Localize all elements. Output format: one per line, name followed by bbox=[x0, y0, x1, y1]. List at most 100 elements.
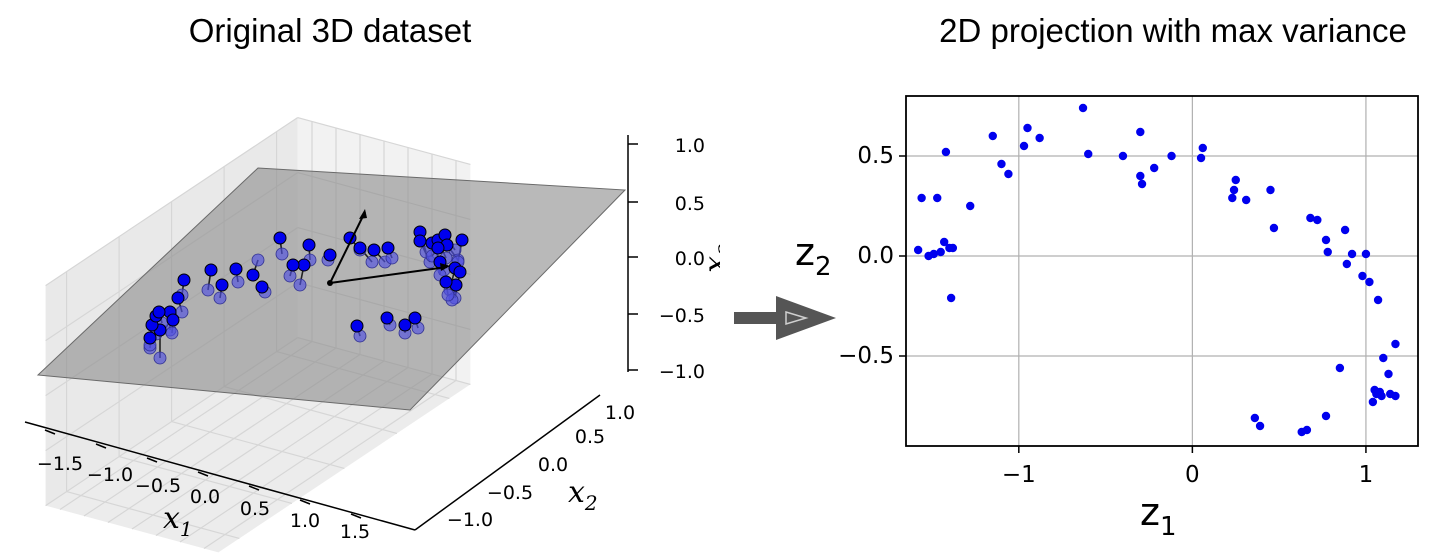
data-point bbox=[1136, 171, 1145, 181]
projected-point bbox=[293, 278, 307, 292]
data-point bbox=[946, 293, 956, 303]
points-3d bbox=[143, 209, 469, 365]
data-point-3d bbox=[302, 238, 316, 252]
svg-text:x3: x3 bbox=[698, 243, 720, 273]
data-point-3d bbox=[177, 273, 191, 287]
data-point bbox=[1391, 391, 1400, 401]
plot-frame bbox=[905, 95, 1419, 447]
z2-axis-label: z2 bbox=[795, 230, 832, 282]
data-point bbox=[939, 237, 949, 247]
x1-tick-label: −1.0 bbox=[87, 464, 133, 486]
data-point-3d bbox=[453, 265, 467, 279]
data-point bbox=[1375, 387, 1385, 397]
projected-point bbox=[213, 291, 227, 305]
data-point bbox=[1379, 353, 1388, 363]
data-point bbox=[1019, 141, 1029, 151]
x1-tick-label: −1.5 bbox=[37, 453, 83, 475]
x1-tick-label: 1.5 bbox=[340, 521, 370, 543]
x2-tick-label: 0.5 bbox=[575, 426, 605, 448]
x3-tick-label: −1.0 bbox=[659, 361, 705, 383]
right-arrow-icon bbox=[734, 296, 836, 340]
grid-line-floor bbox=[118, 456, 293, 504]
data-point bbox=[1136, 127, 1145, 137]
data-point bbox=[929, 249, 938, 259]
x2-tick-label: 0.0 bbox=[538, 454, 568, 476]
component-vector-2 bbox=[329, 211, 366, 284]
x1-tick-label: 0.0 bbox=[190, 486, 220, 508]
x1-axis-label: x1 bbox=[163, 501, 193, 541]
data-point-3d bbox=[413, 234, 427, 248]
projected-point bbox=[283, 269, 297, 283]
chart-2d bbox=[899, 95, 1419, 453]
projected-point bbox=[231, 275, 245, 289]
x2-tick-label: −1.0 bbox=[447, 509, 493, 531]
projected-point bbox=[365, 255, 379, 269]
x1-tick bbox=[299, 499, 311, 505]
data-point-3d bbox=[381, 241, 395, 255]
data-point bbox=[997, 159, 1006, 169]
data-point bbox=[988, 131, 997, 141]
grid-2d bbox=[906, 96, 1418, 446]
projected-point bbox=[275, 247, 289, 261]
data-point bbox=[1306, 213, 1315, 223]
points-2d bbox=[913, 103, 1400, 437]
data-point bbox=[933, 193, 942, 203]
x1-tick bbox=[350, 513, 362, 519]
data-point-3d bbox=[171, 291, 185, 305]
x1-tick bbox=[44, 429, 56, 435]
data-point bbox=[1035, 133, 1044, 143]
origin-point bbox=[327, 280, 333, 286]
data-point bbox=[1231, 175, 1240, 185]
data-point-3d bbox=[439, 275, 453, 289]
y-tick-label: 0.5 bbox=[857, 143, 894, 169]
tick-marks-2d bbox=[899, 155, 1367, 453]
data-point bbox=[1365, 277, 1374, 287]
x3-tick-label: 0.5 bbox=[675, 193, 705, 215]
data-point bbox=[1228, 193, 1237, 203]
data-point-3d bbox=[323, 248, 337, 262]
data-point bbox=[913, 245, 923, 255]
data-point bbox=[1321, 411, 1331, 421]
data-point-3d bbox=[431, 241, 445, 255]
data-point bbox=[1078, 103, 1088, 113]
grid-line-back bbox=[297, 117, 471, 165]
data-point bbox=[1118, 151, 1128, 161]
x2-axis-label: x2 bbox=[568, 475, 598, 515]
projection-plane bbox=[36, 167, 627, 411]
data-point-3d bbox=[246, 268, 260, 282]
x1-tick bbox=[146, 457, 158, 463]
right-chart-title: 2D projection with max variance bbox=[939, 12, 1407, 49]
x1-tick bbox=[95, 443, 107, 449]
data-point bbox=[1269, 223, 1279, 233]
x1-axis-line bbox=[24, 421, 416, 531]
data-point-3d bbox=[455, 233, 469, 247]
grid-line-side bbox=[45, 117, 298, 287]
data-point-3d bbox=[408, 311, 422, 325]
data-point-3d bbox=[255, 280, 269, 294]
x3-tick-label: 1.0 bbox=[675, 135, 705, 157]
data-point bbox=[1335, 363, 1345, 373]
data-point bbox=[1347, 249, 1357, 259]
projection-plane-surface bbox=[36, 167, 627, 411]
x1-tick bbox=[248, 485, 260, 491]
data-point bbox=[1196, 153, 1206, 163]
x2-tick-label: −0.5 bbox=[487, 482, 533, 504]
component-vector-1 bbox=[329, 266, 448, 284]
data-point bbox=[1313, 215, 1322, 225]
data-point bbox=[1323, 247, 1332, 257]
y-tick-label: 0.0 bbox=[857, 243, 894, 269]
data-point bbox=[966, 201, 975, 211]
component-arrowhead-1 bbox=[440, 263, 450, 271]
x3-tick-labels: 1.0 0.5 0.0 −0.5 −1.0 bbox=[659, 135, 705, 383]
data-point bbox=[1358, 271, 1367, 281]
data-point bbox=[1391, 339, 1400, 349]
data-point bbox=[1297, 427, 1306, 437]
x3-tick-label: 0.0 bbox=[675, 248, 705, 270]
x-tick-label: −1 bbox=[1001, 462, 1036, 488]
grid-line-floor bbox=[66, 491, 240, 539]
data-point-3d bbox=[215, 278, 229, 292]
data-point bbox=[1167, 151, 1176, 161]
data-point bbox=[1321, 235, 1331, 245]
data-point bbox=[917, 193, 926, 203]
data-point bbox=[1368, 397, 1378, 407]
